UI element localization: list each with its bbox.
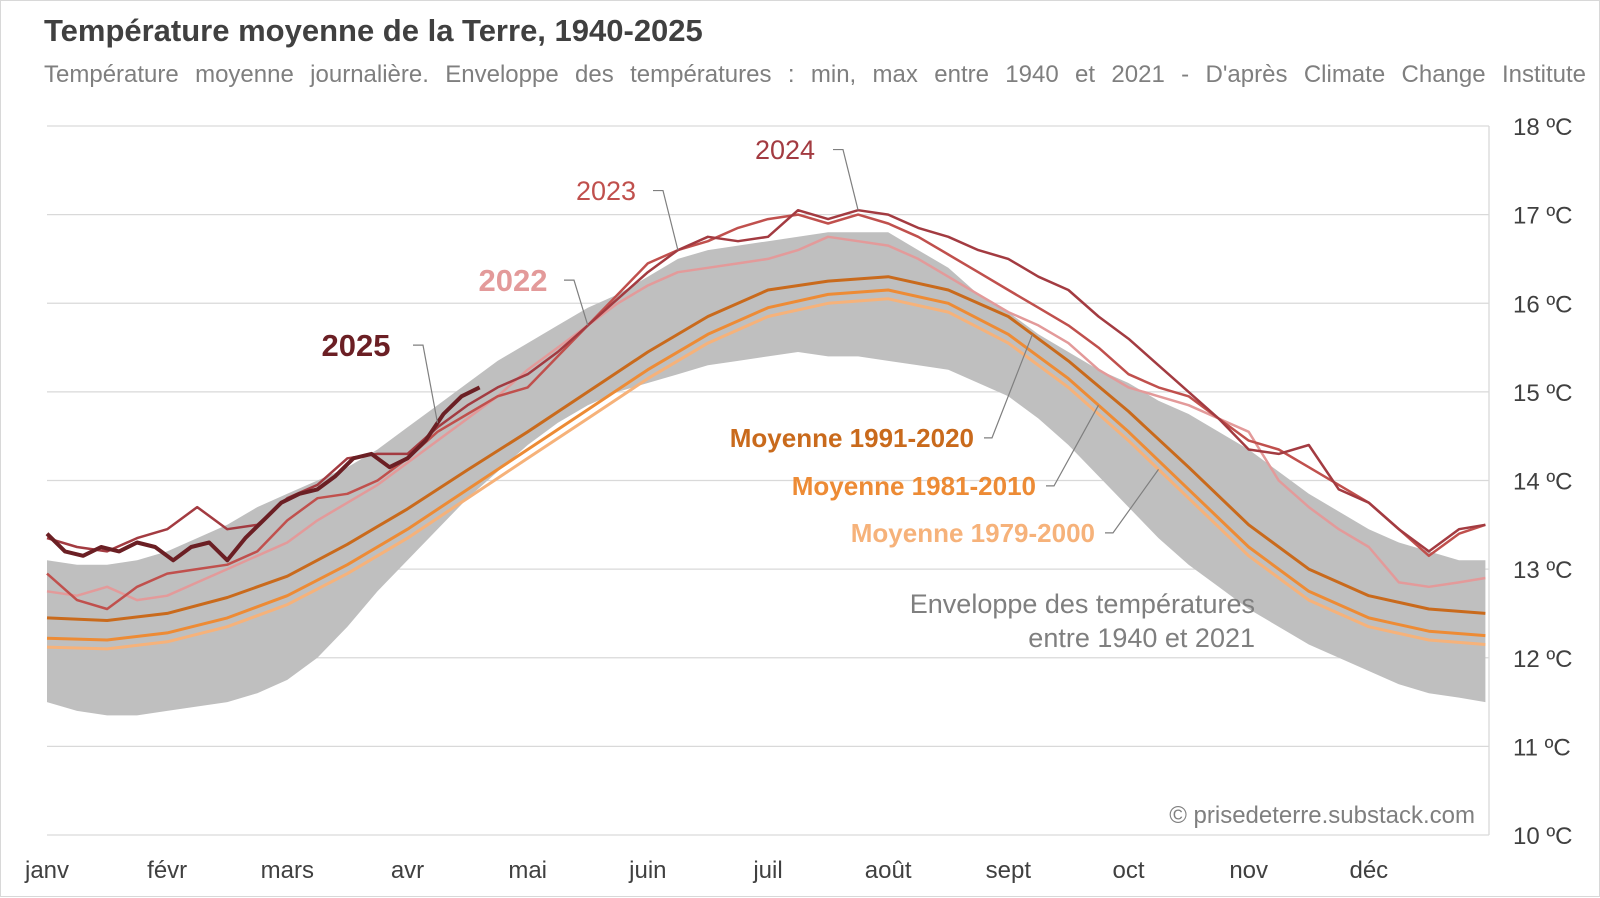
envelope-label-line1: Enveloppe des températures	[910, 589, 1255, 619]
x-tick-label: août	[865, 857, 912, 884]
envelope-label-line2: entre 1940 et 2021	[1028, 623, 1255, 653]
x-tick-label: févr	[147, 857, 187, 884]
x-tick-label: sept	[986, 857, 1032, 884]
y-tick-label: 12 ºC	[1513, 646, 1572, 673]
x-tick-label: juin	[628, 857, 666, 884]
x-tick-label: mai	[508, 857, 547, 884]
series-line-2022	[46, 235, 1486, 602]
y-tick-label: 10 ºC	[1513, 823, 1572, 850]
x-tick-label: oct	[1112, 857, 1144, 884]
leader-line-moyenne-1981-2010	[1046, 404, 1100, 487]
leader-line-moyenne-1979-2000	[1105, 469, 1159, 534]
series-label-2024: 2024	[755, 135, 815, 165]
series-line-2023	[46, 213, 1486, 611]
x-tick-label: déc	[1349, 857, 1388, 884]
chart-title: Température moyenne de la Terre, 1940-20…	[44, 13, 703, 48]
series-label-moyenne-1991-2020: Moyenne 1991-2020	[730, 423, 974, 453]
y-tick-label: 11 ºC	[1513, 734, 1571, 761]
x-tick-label: avr	[391, 857, 424, 884]
leader-line-moyenne-1991-2020	[984, 334, 1033, 439]
x-tick-label: mars	[261, 857, 314, 884]
y-tick-label: 13 ºC	[1513, 557, 1572, 584]
series-label-2025: 2025	[322, 328, 391, 363]
series-label-2023: 2023	[576, 176, 636, 206]
series-label-2022: 2022	[479, 263, 548, 298]
series-label-moyenne-1981-2010: Moyenne 1981-2010	[792, 471, 1036, 501]
series-line-2025	[45, 385, 481, 563]
series-line-moyenne-1979-2000	[46, 297, 1486, 651]
leader-line-2022	[564, 279, 589, 326]
y-tick-label: 16 ºC	[1513, 291, 1572, 318]
x-tick-label: nov	[1229, 857, 1268, 884]
chart-subtitle: Température moyenne journalière. Envelop…	[44, 61, 1586, 88]
credit-text: © prisedeterre.substack.com	[1169, 802, 1475, 829]
y-tick-label: 14 ºC	[1513, 469, 1572, 496]
y-tick-label: 18 ºC	[1513, 114, 1572, 141]
envelope-band	[47, 232, 1486, 716]
series-label-moyenne-1979-2000: Moyenne 1979-2000	[851, 518, 1095, 548]
y-tick-label: 15 ºC	[1513, 380, 1572, 407]
x-tick-label: juil	[752, 857, 782, 884]
series-line-moyenne-1981-2010	[46, 288, 1486, 642]
y-tick-label: 17 ºC	[1513, 203, 1572, 230]
leader-line-2023	[653, 189, 679, 251]
leader-line-2025	[413, 344, 439, 424]
series-line-moyenne-1991-2020	[46, 275, 1486, 622]
x-tick-label: janv	[24, 857, 69, 884]
leader-line-2024	[833, 148, 859, 211]
